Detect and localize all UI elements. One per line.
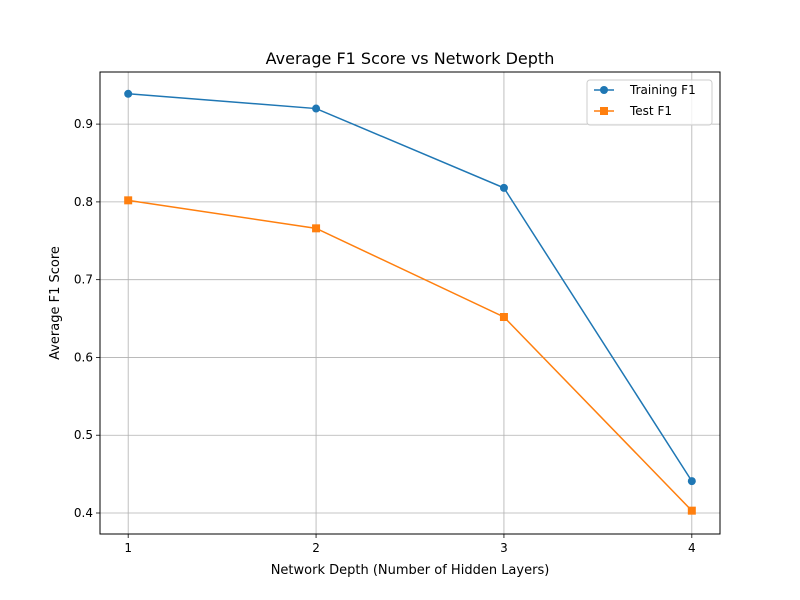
x-axis-ticks: 1 2 3 4 <box>124 534 696 555</box>
data-point-training-f1 <box>499 183 508 192</box>
legend-label-test: Test F1 <box>629 104 672 118</box>
plot-frame <box>99 71 721 535</box>
y-tick-label: 0.8 <box>74 195 93 209</box>
y-axis-label: Average F1 Score <box>48 246 63 360</box>
y-axis-ticks: 0.4 0.5 0.6 0.7 0.8 0.9 <box>74 117 100 520</box>
legend: Training F1 Test F1 <box>586 79 713 126</box>
y-tick-label: 0.7 <box>74 273 93 287</box>
data-point-test-f1 <box>687 506 696 515</box>
series-layer <box>124 89 696 515</box>
y-tick-label: 0.6 <box>74 350 93 364</box>
x-tick-label: 4 <box>688 541 696 555</box>
x-tick-label: 2 <box>312 541 320 555</box>
y-tick-label: 0.4 <box>74 506 93 520</box>
legend-marker-test <box>600 107 608 115</box>
data-point-training-f1 <box>687 477 696 486</box>
data-point-training-f1 <box>312 104 321 113</box>
legend-box <box>586 79 713 126</box>
data-point-training-f1 <box>124 89 133 98</box>
data-point-test-f1 <box>124 196 133 205</box>
data-point-test-f1 <box>312 224 321 233</box>
y-tick-label: 0.9 <box>74 117 93 131</box>
series-line-training-f1 <box>128 93 693 482</box>
y-tick-label: 0.5 <box>74 428 93 442</box>
x-tick-label: 1 <box>124 541 132 555</box>
chart-title: Average F1 Score vs Network Depth <box>266 49 555 68</box>
legend-label-training: Training F1 <box>629 83 696 97</box>
series-line-test-f1 <box>128 199 693 512</box>
x-tick-label: 3 <box>500 541 508 555</box>
legend-marker-training <box>600 86 608 94</box>
x-axis-label: Network Depth (Number of Hidden Layers) <box>271 563 550 578</box>
data-point-test-f1 <box>499 313 508 321</box>
